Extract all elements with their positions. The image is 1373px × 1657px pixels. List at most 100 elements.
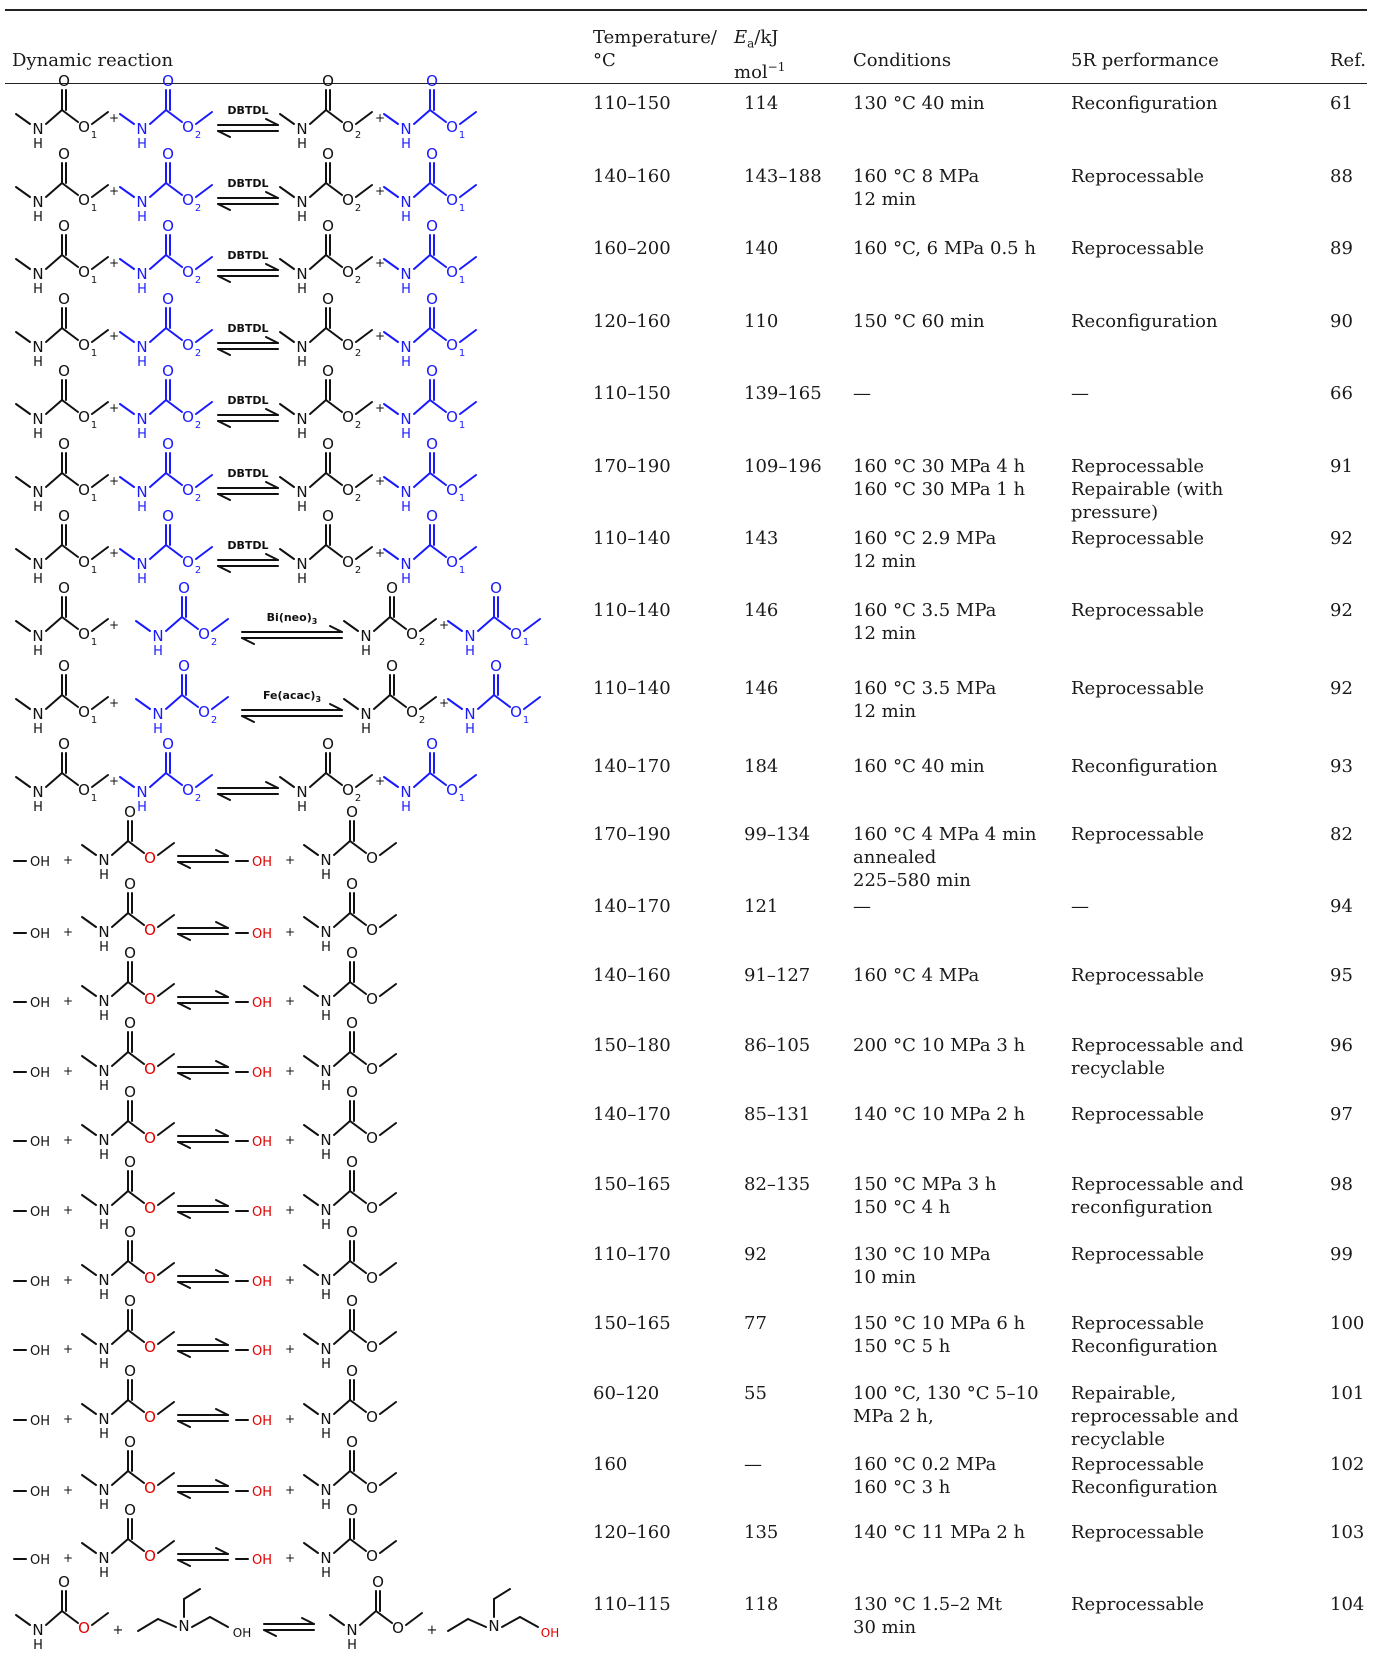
ester-oxygen: O <box>144 1479 156 1497</box>
ester-oxygen: O <box>144 1269 156 1287</box>
carbonyl-oxygen: O <box>322 217 334 235</box>
hydrogen-atom: H <box>137 355 147 370</box>
nitrogen-atom: N <box>320 1410 331 1428</box>
bond-line <box>91 618 109 632</box>
nitrogen-atom: N <box>464 627 475 645</box>
bond-line <box>165 182 183 196</box>
bond-line <box>379 914 397 928</box>
nitrogen-atom: N <box>136 120 147 138</box>
performance-cell: Reprocessable <box>1071 965 1205 986</box>
nitrogen-atom: N <box>320 992 331 1010</box>
carbonyl-oxygen: O <box>178 657 190 675</box>
nitrogen-atom: N <box>98 1340 109 1358</box>
conditions-cell: 160 °C 4 MPa 4 min <box>853 824 1037 845</box>
carbonyl-oxygen: O <box>322 507 334 525</box>
plus-sign: + <box>63 853 73 867</box>
forward-arrow-head <box>215 1479 229 1487</box>
conditions-cell: 160 °C 8 MPa <box>853 166 980 187</box>
hydrogen-atom: H <box>137 800 147 815</box>
catalyst-label: DBTDL <box>227 177 268 190</box>
reaction-scheme: N H O O 1 + N H O O 2 DBTDL N H O O 2 + N H O O 1 <box>8 72 568 156</box>
performance-cell: Reprocessable <box>1071 528 1205 549</box>
bond-line <box>149 399 167 415</box>
nitrogen-atom: N <box>136 338 147 356</box>
ester-oxygen: O <box>182 336 194 354</box>
hydrogen-atom: H <box>321 1218 331 1233</box>
bond-line <box>91 474 109 488</box>
bond-line <box>111 1399 129 1415</box>
bond-line <box>383 258 399 270</box>
plus-sign: + <box>109 546 119 560</box>
bond-line <box>429 327 447 341</box>
bond-line <box>15 331 31 343</box>
carbonyl-oxygen: O <box>322 72 334 90</box>
bond-line <box>157 983 175 997</box>
ester-oxygen: O <box>78 481 90 499</box>
bond-line <box>137 1618 159 1632</box>
temperature-cell: 120–160 <box>593 311 671 332</box>
bond-line <box>383 548 399 560</box>
conditions-cell: 160 °C 3 h <box>853 1477 951 1498</box>
nitrogen-atom: N <box>400 120 411 138</box>
bond-line <box>45 109 63 125</box>
bond-line <box>459 329 477 343</box>
bond-line <box>501 1616 521 1628</box>
activation-energy-cell: 143–188 <box>744 166 822 187</box>
oxygen-subscript: 2 <box>355 203 361 214</box>
hydrogen-atom: H <box>33 500 43 515</box>
forward-arrow-head <box>215 1060 229 1068</box>
bond-line <box>111 1120 129 1136</box>
performance-cell: Repairable, <box>1071 1383 1177 1404</box>
hydrogen-atom: H <box>137 282 147 297</box>
ester-oxygen: O <box>78 625 90 643</box>
bond-line <box>355 184 373 198</box>
hydrogen-atom: H <box>321 1566 331 1581</box>
bond-line <box>61 472 79 486</box>
hydrogen-atom: H <box>321 1148 331 1163</box>
plus-sign: + <box>63 1483 73 1497</box>
bond-line <box>343 620 359 632</box>
bond-line <box>379 1331 397 1345</box>
hydrogen-atom: H <box>465 722 475 737</box>
bond-line <box>61 182 79 196</box>
plus-sign: + <box>375 474 385 488</box>
plus-sign: + <box>375 546 385 560</box>
hydrogen-atom: H <box>33 800 43 815</box>
bond-line <box>325 472 343 486</box>
reference-cell: 101 <box>1330 1383 1365 1404</box>
oxygen-subscript: 2 <box>195 565 201 576</box>
hydroxyl-group-red: OH <box>252 855 272 870</box>
bond-line <box>111 912 129 928</box>
nitrogen-atom: N <box>320 1062 331 1080</box>
activation-energy-cell: 55 <box>744 1383 767 1404</box>
hydroxyl-group-red: OH <box>252 1275 272 1290</box>
carbonyl-oxygen: O <box>346 1083 358 1101</box>
hydrogen-atom: H <box>99 1218 109 1233</box>
reverse-arrow-head <box>177 1211 191 1219</box>
nitrogen-atom: N <box>400 338 411 356</box>
ester-oxygen: O <box>78 191 90 209</box>
plus-sign: + <box>113 1623 124 1638</box>
temperature-cell: 110–170 <box>593 1244 671 1265</box>
bond-line <box>413 327 431 343</box>
bond-line <box>309 544 327 560</box>
bond-line <box>379 1262 397 1276</box>
nitrogen-atom: N <box>400 410 411 428</box>
bond-line <box>375 1610 393 1624</box>
conditions-cell: 225–580 min <box>853 870 971 891</box>
plus-sign: + <box>63 994 73 1008</box>
hydroxyl-group: OH <box>30 1344 50 1359</box>
hydrogen-atom: H <box>33 355 43 370</box>
nitrogen-atom: N <box>296 193 307 211</box>
plus-sign: + <box>63 1133 73 1147</box>
bond-line <box>81 1333 97 1345</box>
hydrogen-atom: H <box>99 1357 109 1372</box>
conditions-cell: — <box>853 896 871 917</box>
bond-line <box>303 1542 319 1554</box>
bond-line <box>459 111 477 125</box>
bond-line <box>15 548 31 560</box>
